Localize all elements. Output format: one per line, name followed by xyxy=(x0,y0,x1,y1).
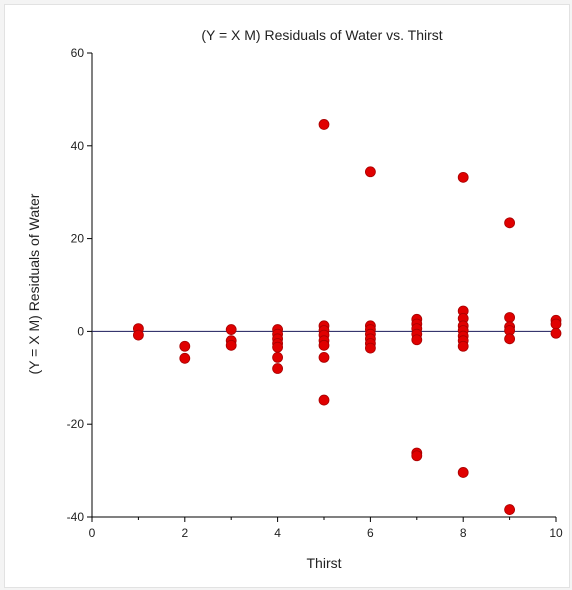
data-point xyxy=(318,351,330,363)
data-point xyxy=(318,119,330,130)
data-point xyxy=(504,217,516,229)
y-tick-label: -20 xyxy=(67,417,85,431)
y-tick-label: 60 xyxy=(71,46,85,60)
data-point xyxy=(411,334,423,346)
x-tick-label: 2 xyxy=(181,526,188,540)
x-tick-label: 10 xyxy=(549,526,563,540)
data-point xyxy=(179,340,191,352)
data-point xyxy=(132,329,144,341)
data-point xyxy=(411,450,423,462)
y-tick-label: 0 xyxy=(77,324,84,338)
x-tick-label: 4 xyxy=(274,526,281,540)
x-tick-label: 0 xyxy=(89,526,96,540)
data-point xyxy=(550,318,562,330)
data-point xyxy=(504,333,516,345)
data-point xyxy=(504,504,516,515)
data-point xyxy=(179,352,191,364)
data-point xyxy=(457,171,469,183)
data-point xyxy=(364,166,376,178)
data-point xyxy=(457,467,469,478)
data-points xyxy=(132,119,562,515)
x-tick-label: 6 xyxy=(367,526,374,540)
y-tick-label: -40 xyxy=(67,510,85,524)
x-tick-label: 8 xyxy=(460,526,467,540)
y-axis-label: (Y = X M) Residuals of Water xyxy=(26,193,42,374)
data-point xyxy=(504,312,516,323)
data-point xyxy=(364,342,376,354)
axes: -40 -20 0 20 40 60 0 2 4 6 8 10 xyxy=(67,46,563,540)
y-tick-label: 40 xyxy=(71,139,85,153)
data-point xyxy=(225,339,237,351)
data-point xyxy=(225,324,237,335)
data-point xyxy=(550,327,562,339)
data-point xyxy=(318,339,330,351)
y-tick-label: 20 xyxy=(71,232,85,246)
chart-title: (Y = X M) Residuals of Water vs. Thirst xyxy=(201,27,442,43)
chart-panel xyxy=(4,4,570,588)
data-point xyxy=(272,341,284,353)
data-point xyxy=(318,394,330,406)
x-axis-label: Thirst xyxy=(307,555,342,571)
data-point xyxy=(272,351,284,363)
data-point xyxy=(272,363,284,374)
data-point xyxy=(457,340,469,352)
